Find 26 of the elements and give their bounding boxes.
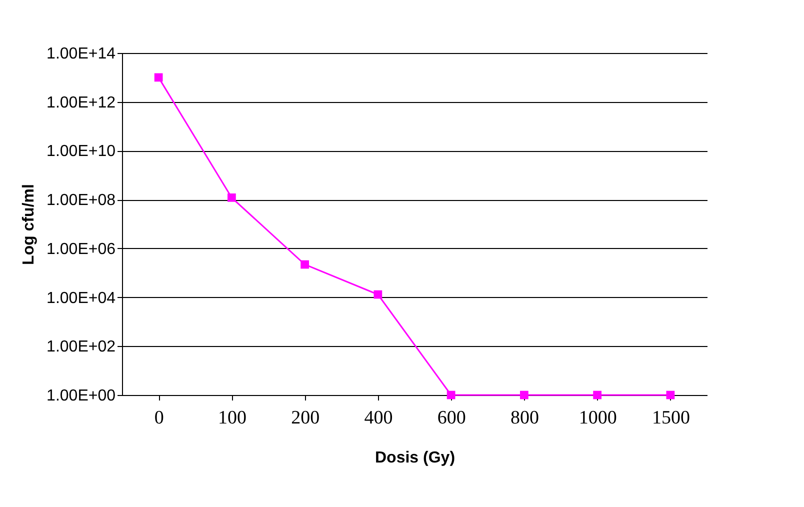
point: [593, 390, 602, 400]
y-tick-label: 1.00E+14: [46, 46, 116, 62]
y-tick-label: 1.00E+02: [46, 338, 116, 356]
point: [154, 73, 163, 82]
point: [666, 390, 675, 400]
x-tick-label: 400: [364, 408, 393, 428]
point: [374, 290, 382, 299]
x-axis-title: Dosis (Gy): [374, 450, 456, 466]
x-tick-label: 100: [218, 408, 246, 428]
x-tick-label: 0: [154, 408, 164, 428]
point: [300, 260, 309, 269]
x-tick-label: 200: [291, 408, 320, 428]
y-tick-label: 1.00E+10: [46, 143, 116, 160]
x-tick-label: 1500: [652, 408, 690, 428]
y-tick-label: 1.00E+06: [46, 240, 116, 258]
x-tick-label: 1000: [578, 408, 617, 428]
y-tick-label: 1.00E+00: [46, 388, 116, 404]
point: [446, 390, 456, 400]
x-tick-label: 800: [510, 408, 539, 428]
point: [520, 390, 528, 400]
y-axis-title: Log cfu/ml: [20, 184, 38, 265]
y-tick-label: 1.00E+04: [46, 290, 116, 307]
y-tick-label: 1.00E+12: [46, 94, 116, 112]
point: [228, 193, 236, 202]
x-tick-label: 600: [437, 408, 466, 428]
y-tick-label: 1.00E+08: [46, 192, 116, 210]
